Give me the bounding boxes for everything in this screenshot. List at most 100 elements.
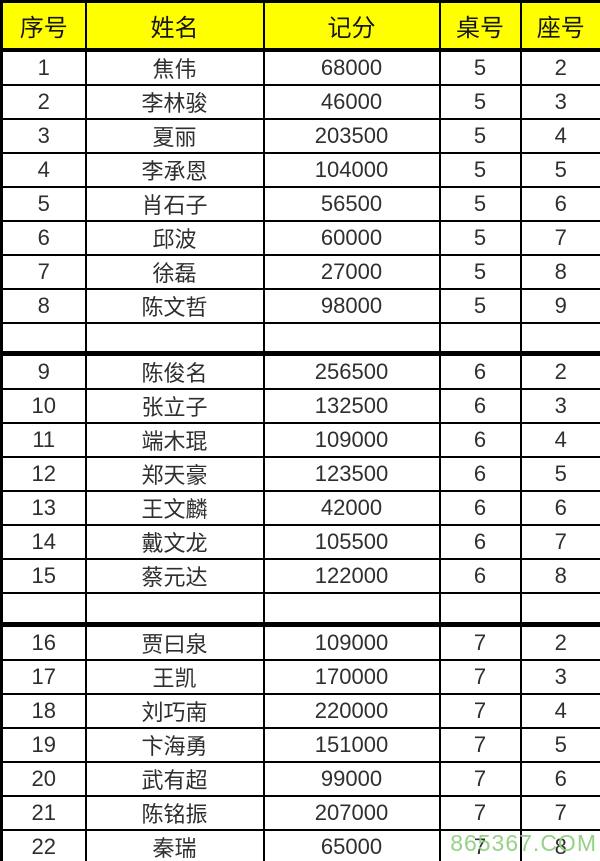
- cell-no: 20: [0, 760, 87, 797]
- table-row: 6 邱波 60000 5 7: [0, 219, 600, 256]
- cell-table: 6: [438, 490, 522, 526]
- cell-seat: 2: [519, 352, 600, 390]
- cell-no: 13: [0, 490, 87, 526]
- cell-name: 陈铭振: [84, 794, 265, 831]
- cell-score: 132500: [262, 388, 441, 424]
- cell-score: 56500: [262, 185, 441, 222]
- cell-score: 68000: [262, 48, 441, 86]
- cell-name: 武有超: [84, 760, 265, 797]
- cell-score: [262, 321, 441, 356]
- cell-name: 贾曰泉: [84, 623, 265, 661]
- header-cell-score: 记分: [262, 0, 441, 52]
- cell-table: 7: [438, 658, 522, 695]
- table-body: 1 焦伟 68000 5 2 2 李林骏 46000 5 3 3 夏丽 203500 5 4 4 李承恩 1040…: [0, 48, 600, 861]
- table-row: 17 王凯 170000 7 3: [0, 658, 600, 695]
- cell-no: 6: [0, 219, 87, 256]
- header-cell-no: 序号: [0, 0, 87, 52]
- cell-table: 6: [438, 558, 522, 594]
- cell-score: 151000: [262, 726, 441, 763]
- cell-name: 端木琨: [84, 422, 265, 458]
- table-row: 21 陈铭振 207000 7 7: [0, 794, 600, 831]
- table-row: 1 焦伟 68000 5 2: [0, 48, 600, 86]
- table-row: 14 戴文龙 105500 6 7: [0, 524, 600, 560]
- cell-name: [84, 592, 265, 627]
- cell-score: 203500: [262, 117, 441, 154]
- cell-seat: 3: [519, 83, 600, 120]
- table-row: 22 秦瑞 65000 7 8: [0, 828, 600, 861]
- cell-table: 5: [438, 48, 522, 86]
- cell-name: 徐磊: [84, 253, 265, 290]
- cell-score: [262, 592, 441, 627]
- cell-no: 9: [0, 352, 87, 390]
- empty-row: [0, 321, 600, 356]
- cell-seat: 7: [519, 219, 600, 256]
- empty-row: [0, 592, 600, 627]
- cell-name: 秦瑞: [84, 828, 265, 861]
- cell-no: 5: [0, 185, 87, 222]
- cell-no: 2: [0, 83, 87, 120]
- cell-no: 16: [0, 623, 87, 661]
- cell-seat: 7: [519, 524, 600, 560]
- cell-score: 105500: [262, 524, 441, 560]
- cell-table: 5: [438, 253, 522, 290]
- table-row: 16 贾曰泉 109000 7 2: [0, 623, 600, 661]
- cell-name: 王文麟: [84, 490, 265, 526]
- cell-score: 60000: [262, 219, 441, 256]
- cell-no: 14: [0, 524, 87, 560]
- table-row: 8 陈文哲 98000 5 9: [0, 287, 600, 324]
- cell-no: 12: [0, 456, 87, 492]
- cell-score: 99000: [262, 760, 441, 797]
- cell-table: 5: [438, 117, 522, 154]
- cell-table: 7: [438, 760, 522, 797]
- cell-score: 46000: [262, 83, 441, 120]
- cell-score: 123500: [262, 456, 441, 492]
- cell-table: 6: [438, 388, 522, 424]
- header-cell-seat: 座号: [519, 0, 600, 52]
- cell-seat: 6: [519, 760, 600, 797]
- cell-seat: 5: [519, 456, 600, 492]
- cell-name: 蔡元达: [84, 558, 265, 594]
- cell-table: 7: [438, 828, 522, 861]
- cell-seat: 5: [519, 151, 600, 188]
- cell-seat: 6: [519, 490, 600, 526]
- cell-score: 109000: [262, 623, 441, 661]
- table-row: 5 肖石子 56500 5 6: [0, 185, 600, 222]
- cell-table: [438, 321, 522, 356]
- cell-table: 5: [438, 151, 522, 188]
- cell-seat: 8: [519, 828, 600, 861]
- cell-no: 18: [0, 692, 87, 729]
- cell-table: 7: [438, 692, 522, 729]
- table-row: 9 陈俊名 256500 6 2: [0, 352, 600, 390]
- table-row: 18 刘巧南 220000 7 4: [0, 692, 600, 729]
- table-row: 11 端木琨 109000 6 4: [0, 422, 600, 458]
- table-row: 15 蔡元达 122000 6 8: [0, 558, 600, 594]
- cell-no: [0, 592, 87, 627]
- cell-name: 王凯: [84, 658, 265, 695]
- cell-seat: 2: [519, 623, 600, 661]
- cell-name: 卞海勇: [84, 726, 265, 763]
- cell-score: 104000: [262, 151, 441, 188]
- cell-score: 256500: [262, 352, 441, 390]
- cell-seat: [519, 321, 600, 356]
- cell-no: 8: [0, 287, 87, 324]
- cell-score: 65000: [262, 828, 441, 861]
- cell-score: 122000: [262, 558, 441, 594]
- cell-name: 李承恩: [84, 151, 265, 188]
- cell-table: 5: [438, 287, 522, 324]
- cell-seat: 7: [519, 794, 600, 831]
- cell-table: 6: [438, 456, 522, 492]
- cell-seat: 8: [519, 253, 600, 290]
- cell-seat: 6: [519, 185, 600, 222]
- table-row: 12 郑天豪 123500 6 5: [0, 456, 600, 492]
- cell-seat: 4: [519, 422, 600, 458]
- cell-name: 戴文龙: [84, 524, 265, 560]
- cell-name: 郑天豪: [84, 456, 265, 492]
- cell-no: [0, 321, 87, 356]
- cell-seat: 3: [519, 658, 600, 695]
- cell-name: 邱波: [84, 219, 265, 256]
- cell-name: 肖石子: [84, 185, 265, 222]
- cell-score: 207000: [262, 794, 441, 831]
- cell-table: 7: [438, 794, 522, 831]
- cell-name: 李林骏: [84, 83, 265, 120]
